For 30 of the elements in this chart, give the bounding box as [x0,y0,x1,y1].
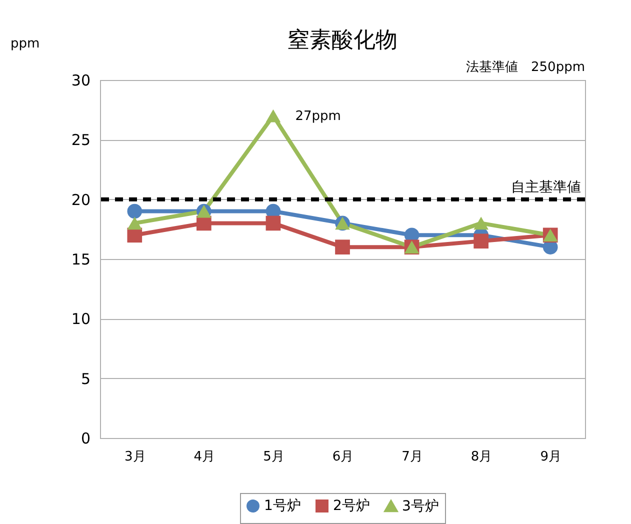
point [127,216,142,230]
x-tick-label: 7月 [402,450,423,464]
legend-label: 3号炉 [402,498,439,514]
point [266,216,281,231]
x-tick-label: 3月 [124,450,146,464]
y-axis-title: ppm [10,36,40,52]
point [474,234,488,249]
ref-line-label: 自主基準値 [511,179,581,196]
point [196,216,212,231]
y-tick-label: 25 [71,131,90,150]
x-tick-label: 8月 [470,450,492,464]
point [335,240,350,254]
annotation: 27ppm [295,108,341,124]
y-tick-label: 10 [71,310,90,328]
chart-title: 窒素酸化物 [288,28,398,53]
y-tick-label: 15 [71,250,90,268]
y-tick-label: 0 [80,430,90,448]
x-tick-label: 9月 [540,450,562,464]
text: 法基準値 250ppm [466,60,585,75]
x-tick-label: 4月 [194,450,216,464]
legend-label: 1号炉 [264,498,301,514]
x-tick-label: 5月 [263,450,284,464]
legend-label: 2号炉 [333,498,370,514]
point [266,109,281,122]
x-tick-label: 6月 [332,450,354,464]
y-tick-label: 30 [71,72,90,90]
point [127,204,142,219]
point [474,216,488,230]
y-tick-label: 5 [80,370,90,388]
y-tick-label: 20 [71,190,90,209]
